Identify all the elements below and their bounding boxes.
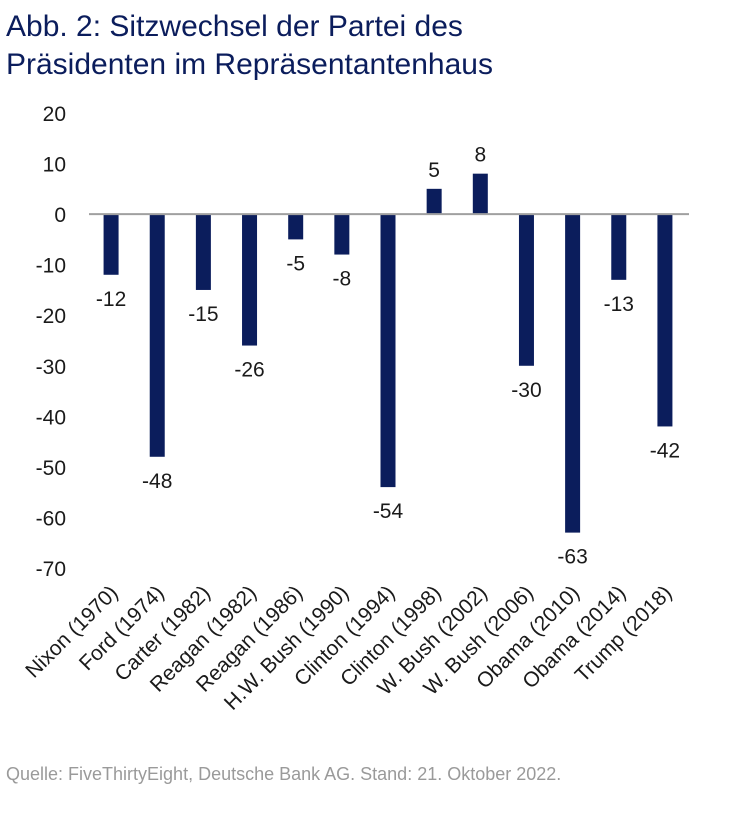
- bar: [242, 214, 258, 346]
- y-tick-label: -60: [36, 507, 66, 530]
- bar: [657, 214, 673, 427]
- data-label: -30: [511, 379, 541, 402]
- bar: [380, 214, 396, 488]
- bar: [518, 214, 534, 366]
- data-label: -12: [96, 288, 126, 311]
- bar: [288, 214, 304, 240]
- chart-title: Abb. 2: Sitzwechsel der Partei des Präsi…: [6, 8, 726, 84]
- bar: [611, 214, 627, 280]
- data-label: -8: [333, 268, 352, 291]
- bar: [426, 188, 442, 215]
- data-label: -63: [557, 546, 587, 569]
- bar: [149, 214, 165, 457]
- data-labels: -12 -48 -15 -26 -5 -8 -54 5 8 -30 -63 -13 -42: [96, 144, 680, 569]
- y-tick-label: -50: [36, 457, 66, 480]
- y-tick-label: -20: [36, 305, 66, 328]
- data-label: -42: [650, 439, 680, 462]
- chart-title-line-2: Präsidenten im Repräsentantenhaus: [6, 48, 493, 81]
- data-label: -13: [604, 293, 634, 316]
- bar: [103, 214, 119, 275]
- y-tick-label: -70: [36, 558, 66, 581]
- bar: [565, 214, 581, 533]
- data-label: 8: [474, 144, 486, 167]
- data-label: 5: [428, 159, 440, 182]
- y-tick-label: 10: [43, 154, 66, 177]
- chart-title-line-1: Abb. 2: Sitzwechsel der Partei des: [6, 10, 463, 43]
- data-label: -15: [188, 303, 218, 326]
- bar: [334, 214, 350, 255]
- y-tick-label: -40: [36, 406, 66, 429]
- bars: [103, 173, 673, 533]
- y-tick-label: -30: [36, 356, 66, 379]
- data-label: -54: [373, 500, 404, 523]
- x-axis-labels: Nixon (1970)Ford (1974)Carter (1982)Reag…: [21, 581, 676, 714]
- data-label: -48: [142, 470, 172, 493]
- bar: [195, 214, 211, 290]
- data-label: -26: [234, 359, 264, 382]
- y-tick-label: 0: [54, 204, 66, 227]
- source-note: Quelle: FiveThirtyEight, Deutsche Bank A…: [6, 764, 562, 784]
- data-label: -5: [286, 252, 305, 275]
- y-axis-ticks: 20 10 0 -10 -20 -30 -40 -50 -60 -70: [36, 103, 66, 581]
- y-tick-label: 20: [43, 103, 66, 126]
- bar: [472, 173, 488, 215]
- y-tick-label: -10: [36, 255, 66, 278]
